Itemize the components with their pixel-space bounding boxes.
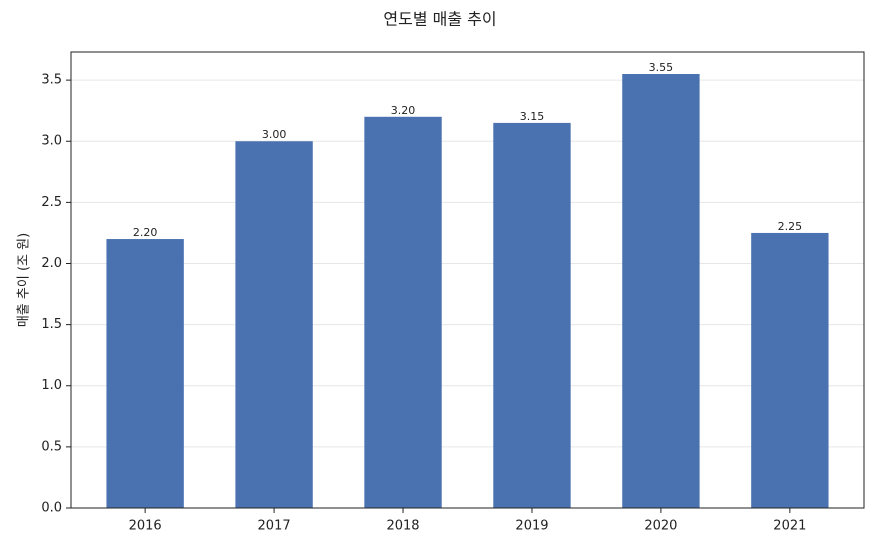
x-tick-label: 2017: [258, 519, 291, 534]
data-label: 3.20: [391, 104, 416, 117]
y-tick-label: 1.5: [41, 317, 62, 332]
x-tick-label: 2016: [129, 519, 162, 534]
chart-title: 연도별 매출 추이: [383, 10, 496, 29]
y-tick-label: 3.0: [41, 134, 62, 149]
data-label: 2.20: [133, 226, 158, 239]
x-tick-label: 2021: [773, 519, 806, 534]
bar: [235, 141, 313, 509]
plot-frame: [70, 51, 865, 509]
data-label: 3.00: [262, 128, 287, 141]
y-tick-label: 2.0: [41, 256, 62, 271]
bar: [622, 74, 700, 508]
y-axis-label: 매출 추이 (조 원): [17, 233, 32, 327]
y-tick-label: 3.5: [41, 73, 62, 88]
y-tick-label: 2.5: [41, 195, 62, 210]
bar: [364, 116, 442, 508]
x-tick-label: 2020: [644, 519, 677, 534]
x-tick-label: 2019: [515, 519, 548, 534]
y-tick-label: 1.0: [41, 378, 62, 393]
bar: [751, 232, 829, 508]
x-tick-label: 2018: [386, 519, 419, 534]
data-label: 3.15: [520, 110, 545, 123]
y-tick-label: 0.0: [41, 501, 62, 516]
bar: [106, 239, 184, 508]
data-label: 3.55: [649, 61, 674, 74]
bar: [493, 122, 571, 509]
data-label: 2.25: [778, 220, 803, 233]
y-tick-label: 0.5: [41, 439, 62, 454]
